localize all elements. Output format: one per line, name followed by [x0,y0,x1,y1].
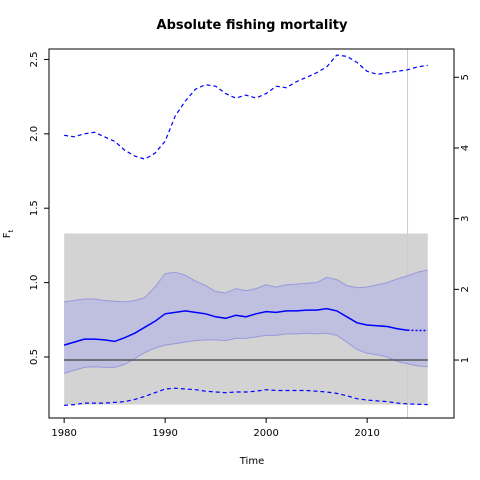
chart-title: Absolute fishing mortality [157,18,348,33]
ci-lower-line [63,332,428,374]
y2-tick-label-0: 1 [460,357,471,363]
y-tick-label-1: 1.0 [29,275,40,291]
svg-text:Ft: Ft [2,229,15,238]
y-tick-label-0: 0.5 [29,349,40,365]
x-axis-label: Time [239,456,264,467]
ci-upper-line [64,269,428,303]
confidence-band [64,270,428,374]
x-tick-label-1990: 1990 [152,428,177,439]
y2-tick-label-2: 3 [460,215,471,221]
dashed-lower-line [64,387,428,406]
x-tick-label-2000: 2000 [253,428,278,439]
y2-tick-label-1: 2 [460,286,471,292]
estimate-line [63,307,408,346]
axes: 1980 1990 2000 2010 0.5 1.0 1.5 2.0 2.5 1 2 3 4 5 [29,51,471,439]
y-tick-label-4: 2.5 [29,51,40,67]
y-axis-label-subscript: t [7,229,15,232]
y-axis-label: F [2,232,13,238]
y-axis-label-group: Ft [2,229,15,238]
y2-tick-label-4: 5 [460,74,471,80]
x-tick-label-1980: 1980 [51,428,76,439]
plot-area [63,49,428,418]
y-tick-label-2: 1.5 [29,200,40,216]
dashed-upper-line [64,54,428,160]
x-tick-label-2010: 2010 [354,428,379,439]
plot-frame [48,48,455,419]
y2-tick-label-3: 4 [460,145,471,151]
y-tick-label-3: 2.0 [29,126,40,142]
